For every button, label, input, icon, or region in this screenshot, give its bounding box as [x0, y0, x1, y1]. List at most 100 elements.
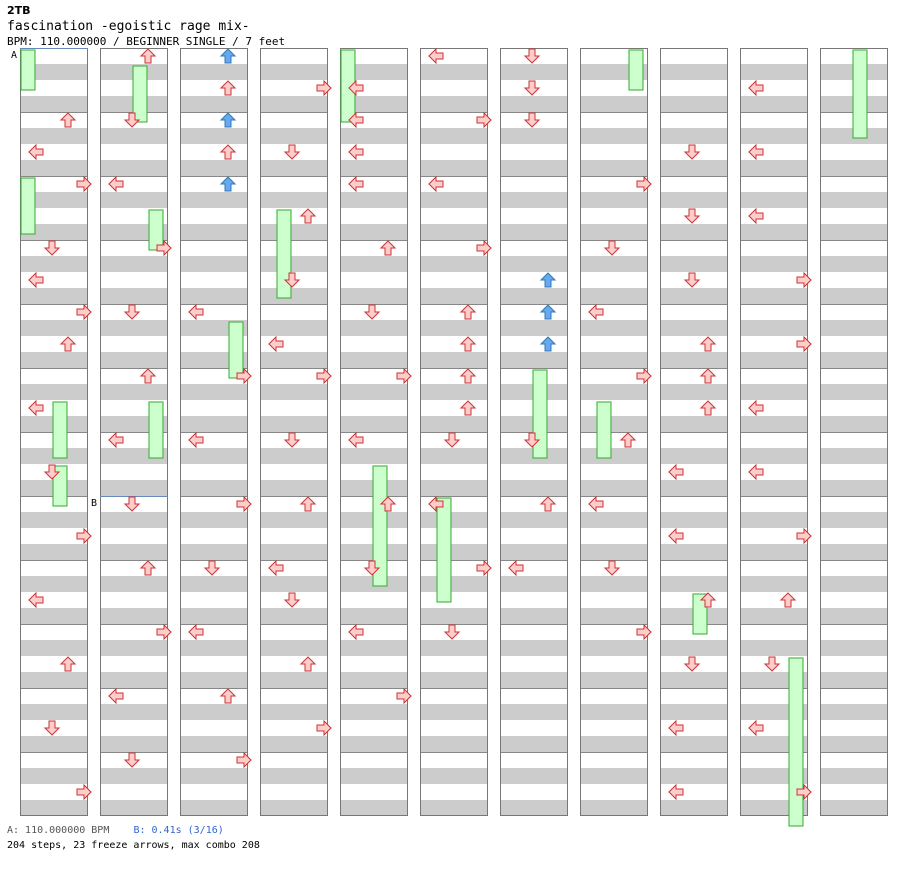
stripe — [660, 64, 728, 80]
step-arrow-icon — [508, 559, 524, 577]
stripe — [820, 320, 888, 336]
step-arrow-icon — [428, 47, 444, 65]
step-arrow-icon — [283, 144, 301, 160]
stripe — [100, 576, 168, 592]
stripe — [420, 544, 488, 560]
stripe — [100, 480, 168, 496]
step-arrow-icon — [348, 431, 364, 449]
stripe — [20, 128, 88, 144]
stripe — [420, 288, 488, 304]
step-arrow-icon — [428, 175, 444, 193]
step-arrow-icon — [443, 432, 461, 448]
step-arrow-icon — [539, 496, 557, 512]
stripe — [740, 608, 808, 624]
stripe — [820, 448, 888, 464]
step-arrow-icon — [476, 559, 492, 577]
stripe — [420, 256, 488, 272]
stripe — [580, 704, 648, 720]
stripe — [420, 640, 488, 656]
stripe — [20, 672, 88, 688]
step-arrow-icon — [796, 271, 812, 289]
stripe — [180, 192, 248, 208]
column-border — [660, 48, 728, 816]
step-arrow-icon — [348, 143, 364, 161]
freeze-arrow — [52, 401, 68, 459]
freeze-arrow — [436, 497, 452, 603]
stripe — [820, 256, 888, 272]
stripe — [740, 96, 808, 112]
step-arrow-icon — [188, 303, 204, 321]
stripe — [180, 768, 248, 784]
stripe — [820, 384, 888, 400]
step-arrow-icon — [123, 112, 141, 128]
stripe — [580, 96, 648, 112]
stripe — [180, 160, 248, 176]
step-arrow-icon — [348, 623, 364, 641]
stripe — [20, 576, 88, 592]
stripe — [500, 224, 568, 240]
step-arrow-icon — [76, 175, 92, 193]
step-arrow-icon — [748, 207, 764, 225]
step-arrow-icon — [588, 495, 604, 513]
stripe — [340, 128, 408, 144]
step-arrow-icon — [59, 336, 77, 352]
step-arrow-icon — [699, 368, 717, 384]
stripe — [580, 512, 648, 528]
stripe — [20, 256, 88, 272]
stripe — [340, 160, 408, 176]
stripe — [100, 768, 168, 784]
stripe — [20, 640, 88, 656]
stripe — [100, 640, 168, 656]
stripe — [340, 768, 408, 784]
step-arrow-icon — [236, 751, 252, 769]
stripe — [20, 64, 88, 80]
stripe — [180, 416, 248, 432]
step-arrow-icon — [636, 175, 652, 193]
stripe — [260, 320, 328, 336]
freeze-arrow — [692, 593, 708, 635]
step-arrow-icon — [379, 496, 397, 512]
step-arrow-icon — [636, 367, 652, 385]
stripe — [180, 224, 248, 240]
stripe — [340, 192, 408, 208]
stripe — [820, 576, 888, 592]
chart-info: BPM: 110.000000 / BEGINNER SINGLE / 7 fe… — [7, 35, 286, 48]
step-arrow-icon — [348, 175, 364, 193]
step-arrow-icon — [668, 719, 684, 737]
freeze-arrow — [628, 49, 644, 91]
stripe — [740, 512, 808, 528]
step-arrow-icon — [236, 495, 252, 513]
stripe — [20, 288, 88, 304]
stripe — [180, 448, 248, 464]
stripe — [500, 640, 568, 656]
freeze-arrow — [148, 401, 164, 459]
step-arrow-icon — [43, 464, 61, 480]
stripe — [180, 544, 248, 560]
stripe — [740, 448, 808, 464]
stripe — [580, 768, 648, 784]
stripe — [100, 352, 168, 368]
stripe — [500, 544, 568, 560]
stripe — [420, 224, 488, 240]
step-arrow-icon — [428, 495, 444, 513]
stripe — [740, 384, 808, 400]
step-arrow-icon — [28, 143, 44, 161]
stripe — [420, 800, 488, 816]
step-arrow-icon — [523, 80, 541, 96]
stripe — [500, 256, 568, 272]
stripe — [820, 736, 888, 752]
step-arrow-icon — [108, 687, 124, 705]
stripe — [420, 704, 488, 720]
stripe — [740, 224, 808, 240]
stripe — [340, 672, 408, 688]
step-arrow-icon — [748, 719, 764, 737]
stripe — [820, 416, 888, 432]
step-arrow-icon — [523, 48, 541, 64]
stripe — [660, 320, 728, 336]
stripe — [420, 192, 488, 208]
step-arrow-icon — [779, 592, 797, 608]
stripe — [660, 640, 728, 656]
step-arrow-icon — [459, 400, 477, 416]
step-arrow-icon — [396, 367, 412, 385]
